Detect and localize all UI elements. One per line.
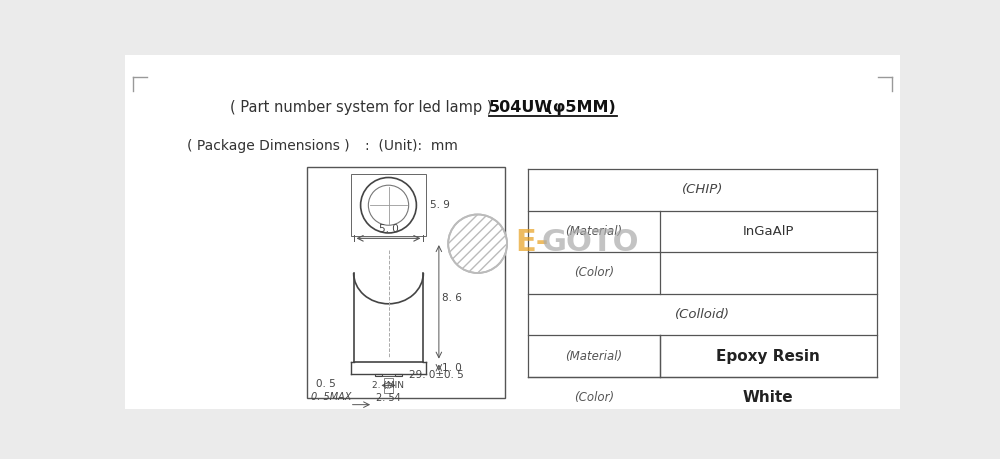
Bar [307,167,505,398]
Text: 2. 54: 2. 54 [376,393,401,403]
Text: 5. 0: 5. 0 [379,224,398,234]
Text: 0. 5MAX: 0. 5MAX [311,392,351,402]
Text: (Colloid): (Colloid) [675,308,730,321]
Text: GOTO: GOTO [541,228,639,257]
Text: 5. 9: 5. 9 [430,200,450,210]
Circle shape [368,185,409,225]
Text: 29. 0±0. 5: 29. 0±0. 5 [409,370,463,380]
Text: (CHIP): (CHIP) [682,183,723,196]
Bar [395,374,402,376]
Text: :  (Unit):  mm: : (Unit): mm [365,139,458,153]
Text: 0. 5: 0. 5 [316,379,336,389]
Text: 2. (MIN: 2. (MIN [372,381,404,390]
Bar [351,174,426,236]
Bar [375,374,382,376]
Text: (Color): (Color) [574,267,614,280]
Text: ( Part number system for led lamp ): ( Part number system for led lamp ) [230,100,492,115]
Text: (φ5MM): (φ5MM) [540,100,615,115]
Text: (Material): (Material) [565,225,622,238]
Circle shape [361,178,416,233]
Text: (Material): (Material) [565,350,622,363]
Text: InGaAlP: InGaAlP [742,225,794,238]
Text: 8. 6: 8. 6 [442,293,462,303]
Text: White: White [743,390,794,405]
Circle shape [448,214,507,273]
Text: Epoxy Resin: Epoxy Resin [716,349,820,364]
Bar [384,378,393,393]
Text: (Color): (Color) [574,391,614,404]
Text: 1. 0: 1. 0 [442,363,462,373]
Text: E-: E- [515,228,548,257]
Text: 504UW: 504UW [489,100,553,115]
Text: ( Package Dimensions ): ( Package Dimensions ) [187,139,350,153]
